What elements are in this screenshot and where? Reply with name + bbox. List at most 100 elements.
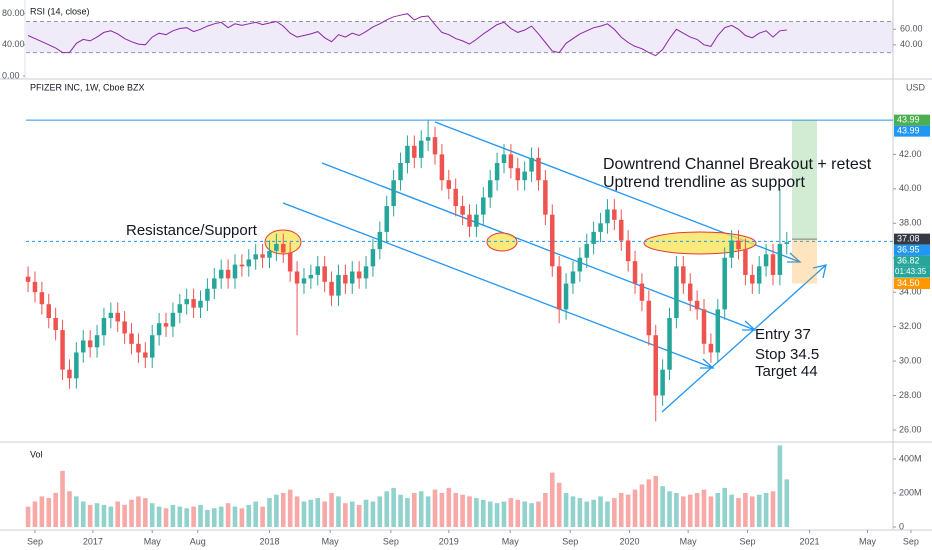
candle-body xyxy=(722,257,727,310)
volume-bar xyxy=(487,501,493,527)
annotation: Target 44 xyxy=(755,363,818,380)
annotation: Downtrend Channel Breakout + retest xyxy=(603,156,872,173)
candle-body xyxy=(163,323,169,327)
rsi-band xyxy=(26,21,893,53)
volume-bar xyxy=(660,486,665,527)
volume-tick-label: 400M xyxy=(899,453,922,463)
volume-bar xyxy=(191,506,196,527)
candle-body xyxy=(687,283,693,301)
candle-body xyxy=(343,274,348,284)
volume-bar xyxy=(94,503,100,527)
price-label-box xyxy=(894,125,930,137)
candle-body xyxy=(94,335,100,348)
volume-bar xyxy=(474,498,479,527)
volume-bar xyxy=(218,506,224,527)
volume-bar xyxy=(522,501,527,527)
candle-body xyxy=(218,269,224,279)
volume-bar xyxy=(612,498,617,527)
volume-bar xyxy=(156,506,162,527)
candle-body xyxy=(191,299,196,308)
volume-bar xyxy=(384,491,390,527)
volume-bar xyxy=(308,499,314,527)
candle-body xyxy=(108,312,114,319)
price-label-box xyxy=(894,114,930,126)
candle-body xyxy=(756,266,762,284)
volume-bar xyxy=(246,504,252,527)
volume-bar xyxy=(129,499,134,527)
volume-bar xyxy=(267,498,272,527)
candle-body xyxy=(625,240,631,262)
volume-bar xyxy=(108,506,114,527)
candle-body xyxy=(646,300,652,336)
price-label-box xyxy=(894,244,930,256)
price-tick-label: 38.00 xyxy=(899,218,922,228)
annotation: Resistance/Support xyxy=(126,222,258,239)
candle-body xyxy=(253,254,258,260)
candle-body xyxy=(287,252,293,272)
volume-bar xyxy=(446,487,452,527)
candle-body xyxy=(501,154,507,164)
candle-body xyxy=(156,323,162,336)
rsi-tick-label: 40.00 xyxy=(2,39,25,49)
candle-body xyxy=(122,321,127,334)
candle-body xyxy=(412,145,417,158)
candle-body xyxy=(391,180,396,207)
candle-body xyxy=(736,240,741,250)
volume-bar xyxy=(701,489,707,527)
candle-body xyxy=(149,335,155,358)
arrow-head xyxy=(812,264,827,279)
volume-bar xyxy=(749,496,755,527)
volume-bar xyxy=(432,489,438,527)
candle-body xyxy=(632,261,638,284)
volume-bar xyxy=(398,494,403,527)
rsi-line xyxy=(27,13,787,57)
candle-body xyxy=(308,274,314,279)
candle-body xyxy=(170,312,176,327)
candle-body xyxy=(370,249,376,267)
arrow-head xyxy=(700,358,715,369)
volume-bar xyxy=(405,498,410,527)
candle-body xyxy=(349,271,355,284)
candle-body xyxy=(143,352,148,358)
volume-bar xyxy=(329,492,334,527)
candle-body xyxy=(60,330,65,370)
price-label-box xyxy=(894,255,930,267)
time-tick-label: May xyxy=(322,536,340,546)
volume-bar xyxy=(425,496,431,527)
rsi-right-tick-label: 60.00 xyxy=(900,24,923,34)
candle-body xyxy=(384,206,389,232)
volume-bar xyxy=(715,492,721,527)
volume-bar xyxy=(756,494,762,527)
volume-title: Vol xyxy=(30,449,43,459)
candle-body xyxy=(556,266,562,310)
candle-body xyxy=(584,243,590,258)
candle-body xyxy=(225,269,231,279)
candle-body xyxy=(605,209,610,224)
volume-bar xyxy=(115,501,121,527)
candle-body xyxy=(46,304,52,319)
price-label: 43.99 xyxy=(897,126,920,136)
candle-body xyxy=(618,219,624,241)
volume-bar xyxy=(101,504,107,527)
candle-body xyxy=(329,281,334,296)
candle-body xyxy=(356,271,362,279)
volume-bar xyxy=(708,496,714,527)
highlight-ellipse xyxy=(643,231,757,255)
volume-bar xyxy=(163,508,169,527)
candle-body xyxy=(67,369,72,379)
candle-body xyxy=(701,309,707,344)
candle-body xyxy=(667,318,672,370)
volume-bar xyxy=(280,492,286,527)
candle-body xyxy=(260,254,265,258)
candle-body xyxy=(39,292,45,305)
candle-body xyxy=(598,223,603,232)
annotation: Stop 34.5 xyxy=(755,346,819,363)
candle-body xyxy=(474,214,479,227)
volume-bar xyxy=(177,506,183,527)
time-tick-label: Sep xyxy=(739,536,755,546)
volume-bar xyxy=(377,496,383,527)
volume-bar xyxy=(260,506,265,527)
candle-body xyxy=(729,240,734,258)
candle-body xyxy=(87,340,93,348)
